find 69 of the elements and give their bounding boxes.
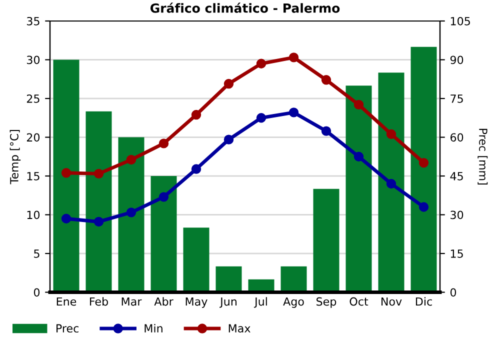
x-tick-label: May [186,297,208,308]
point [418,202,429,212]
y-axis-title: Temp [°C] [10,130,21,184]
x-tick-label: Oct [350,297,368,306]
point [256,58,266,68]
point [386,178,396,189]
point [94,216,104,227]
x-tick-label: Abr [154,297,174,306]
point [126,154,136,165]
point [386,129,396,140]
y2-tick-label: 45 [450,172,463,180]
point [418,158,429,168]
bar [280,266,307,292]
y-tick-label: 0 [34,288,40,297]
bar [378,72,404,292]
point [354,100,364,110]
x-tick-label: Jul [254,297,267,308]
point [191,110,202,120]
bar [410,46,437,292]
bar [53,60,80,292]
y2-axis-title: Prec [mm] [478,128,488,184]
point [224,134,234,144]
x-tick-label: Jun [219,297,236,308]
y2-tick-label: 90 [450,56,464,64]
x-tick-label: Ene [56,297,76,306]
point [94,168,104,179]
bar [118,137,144,292]
legend-label: Prec [56,324,78,333]
x-tick-label: Sep [316,297,336,308]
chart-title: Gráfico climático - Palermo [150,2,340,13]
y-tick-label: 5 [34,250,40,258]
x-tick-label: Mar [122,297,142,306]
bar [346,86,372,292]
y-tick-label: 10 [27,210,40,220]
point [126,208,136,218]
bar [216,266,242,292]
y2-tick-label: 105 [450,16,470,26]
y2-tick-label: 0 [450,288,456,297]
point [224,78,234,89]
point [321,126,332,136]
y-tick-label: 35 [26,16,40,26]
point [288,52,299,62]
y2-tick-label: 15 [450,250,463,258]
point [191,164,202,174]
y2-tick-label: 30 [450,210,464,220]
y-tick-label: 20 [26,133,40,142]
bar [86,111,112,292]
bar [150,176,177,292]
point [288,108,299,118]
x-tick-label: Feb [90,297,108,306]
legend-label: Min [144,324,162,332]
point [61,214,72,224]
point [256,113,266,123]
y2-tick-label: 75 [450,94,463,103]
bar [183,228,210,292]
point [61,168,72,178]
bar [313,188,340,292]
point [158,192,169,202]
point [321,75,332,85]
y-tick-label: 30 [26,56,40,64]
point [158,138,169,148]
y2-tick-label: 60 [450,133,464,142]
legend-label: Max [228,324,250,333]
point [354,152,364,162]
y-tick-label: 15 [27,172,40,180]
x-tick-label: Dic [416,297,432,306]
x-tick-label: Nov [381,297,402,306]
x-tick-label: Ago [283,297,304,308]
y-tick-label: 25 [26,94,40,103]
